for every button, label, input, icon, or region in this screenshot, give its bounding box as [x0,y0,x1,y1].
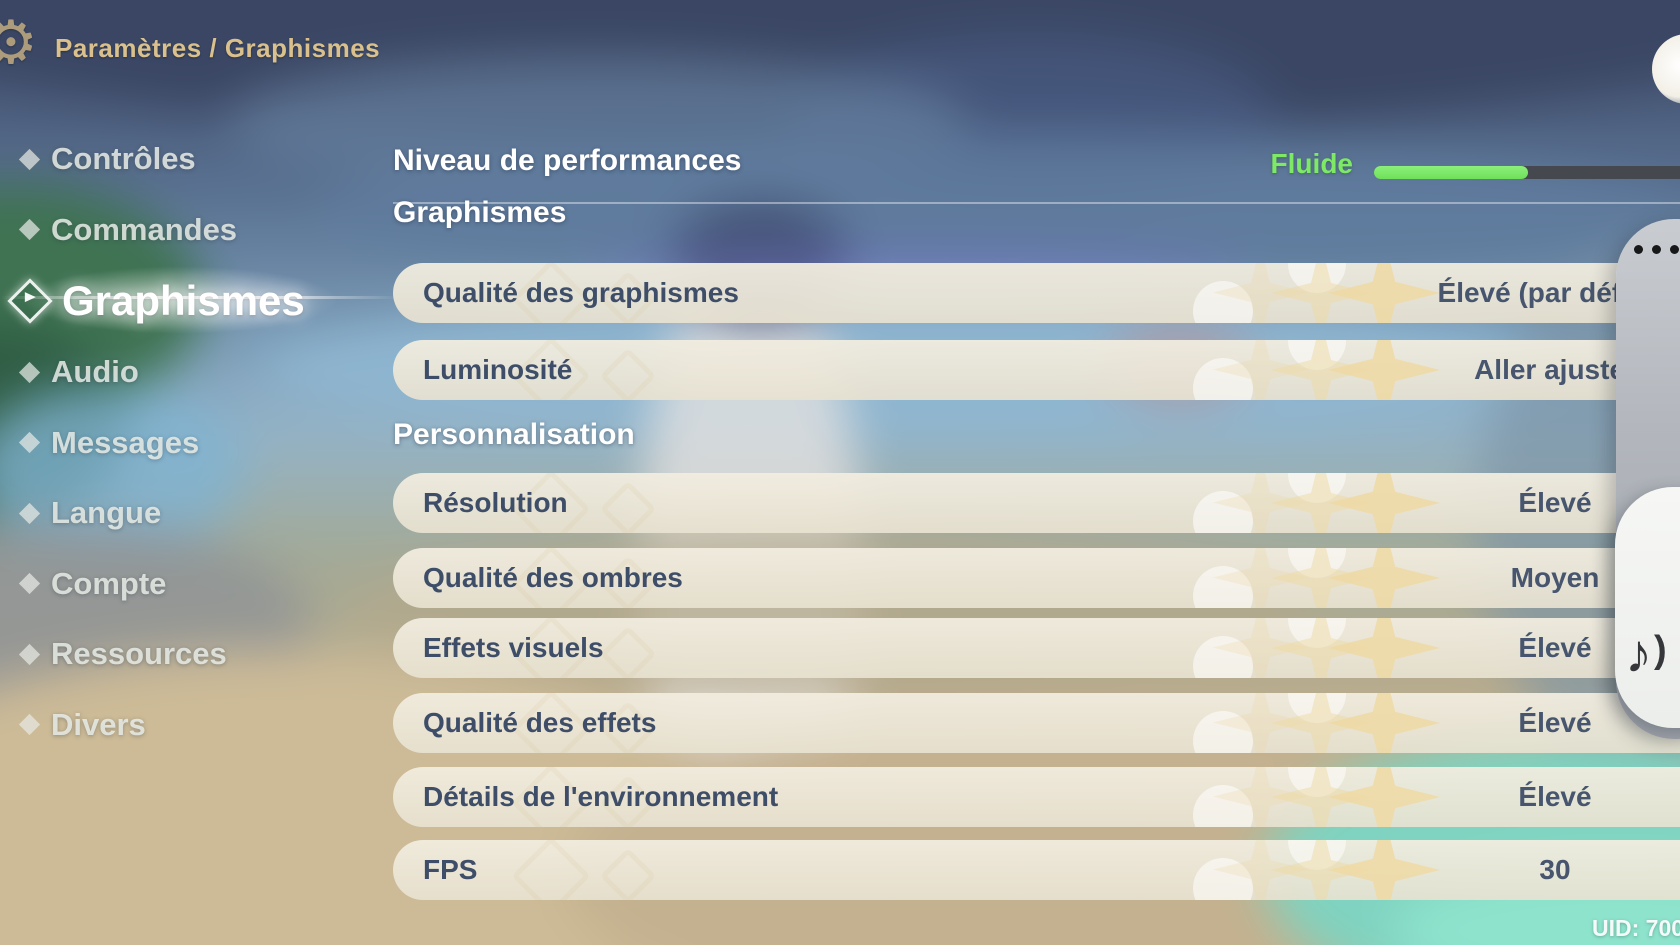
setting-label: FPS [423,854,478,885]
sidebar-item-langue[interactable]: Langue [0,478,380,549]
sidebar-item-graphismes[interactable]: Graphismes [0,265,380,337]
setting-value: Aller ajuster [1474,354,1636,385]
setting-row-qualite-ombres[interactable]: Qualité des ombres Moyen [393,548,1680,608]
music-note-icon: ♪) [1625,624,1667,684]
setting-value: Moyen [1510,562,1600,593]
setting-label: Résolution [423,487,568,518]
sidebar-item-label: Divers [51,706,146,742]
diamond-bullet-icon [18,432,41,454]
setting-row-qualite-graphismes[interactable]: Qualité des graphismes Élevé (par défaut… [393,263,1680,323]
sidebar-item-label: Langue [51,495,162,531]
setting-value: Élevé [1518,487,1592,518]
setting-row-effets-visuels[interactable]: Effets visuels Élevé [393,618,1680,678]
sidebar-item-commandes[interactable]: Commandes [0,195,380,266]
settings-sidebar: Contrôles Commandes Graphismes Audio Mes… [0,124,380,760]
selected-diamond-arrow-icon [7,278,53,324]
more-dots-icon[interactable] [1634,245,1679,254]
setting-row-resolution[interactable]: Résolution Élevé [393,473,1680,533]
setting-row-fps[interactable]: FPS 30 [393,840,1680,900]
setting-label: Qualité des ombres [423,562,683,593]
sidebar-item-compte[interactable]: Compte [0,549,380,620]
performance-level-value: Fluide [1270,148,1353,179]
performance-slider-fill [1374,166,1528,179]
setting-label: Luminosité [423,354,573,385]
sidebar-item-controles[interactable]: Contrôles [0,124,380,195]
setting-value: Élevé [1518,632,1592,663]
sidebar-item-label: Graphismes [62,277,305,324]
sidebar-item-ressources[interactable]: Ressources [0,619,380,690]
sidebar-item-label: Commandes [51,211,238,247]
setting-label: Effets visuels [423,632,604,663]
sidebar-item-audio[interactable]: Audio [0,337,380,408]
setting-row-qualite-effets[interactable]: Qualité des effets Élevé [393,693,1680,753]
uid-label: UID: 70032 [1592,915,1680,941]
setting-label: Qualité des effets [423,707,657,738]
setting-row-details-environnement[interactable]: Détails de l'environnement Élevé [393,767,1680,827]
diamond-bullet-icon [18,714,41,736]
diamond-bullet-icon [18,573,41,595]
diamond-bullet-icon [18,219,41,241]
sidebar-item-label: Compte [51,565,167,601]
sidebar-item-label: Audio [51,354,139,390]
diamond-bullet-icon [18,502,41,524]
setting-label: Qualité des graphismes [423,277,739,308]
setting-value: Élevé [1518,707,1592,738]
setting-value: Élevé [1518,781,1592,812]
diamond-bullet-icon [18,148,41,170]
section-title-graphics: Graphismes [393,196,567,229]
setting-row-luminosite[interactable]: Luminosité Aller ajuster [393,340,1680,400]
diamond-bullet-icon [18,643,41,665]
setting-label: Détails de l'environnement [423,781,779,812]
breadcrumb: Paramètres / Graphismes [55,33,381,63]
performance-slider[interactable] [1374,166,1680,179]
section-title-personalization: Personnalisation [393,418,635,451]
sidebar-item-label: Contrôles [51,141,196,177]
sidebar-item-messages[interactable]: Messages [0,408,380,479]
gear-icon: ⚙ [0,9,38,76]
performance-level-label: Niveau de performances [393,144,742,177]
setting-value: 30 [1539,854,1571,885]
music-overlay-panel[interactable]: ♪) [1615,487,1680,728]
sidebar-item-label: Messages [51,424,200,460]
sidebar-item-label: Ressources [51,636,227,672]
section-divider [393,202,1680,204]
sidebar-item-divers[interactable]: Divers [0,690,380,761]
diamond-bullet-icon [18,361,41,383]
